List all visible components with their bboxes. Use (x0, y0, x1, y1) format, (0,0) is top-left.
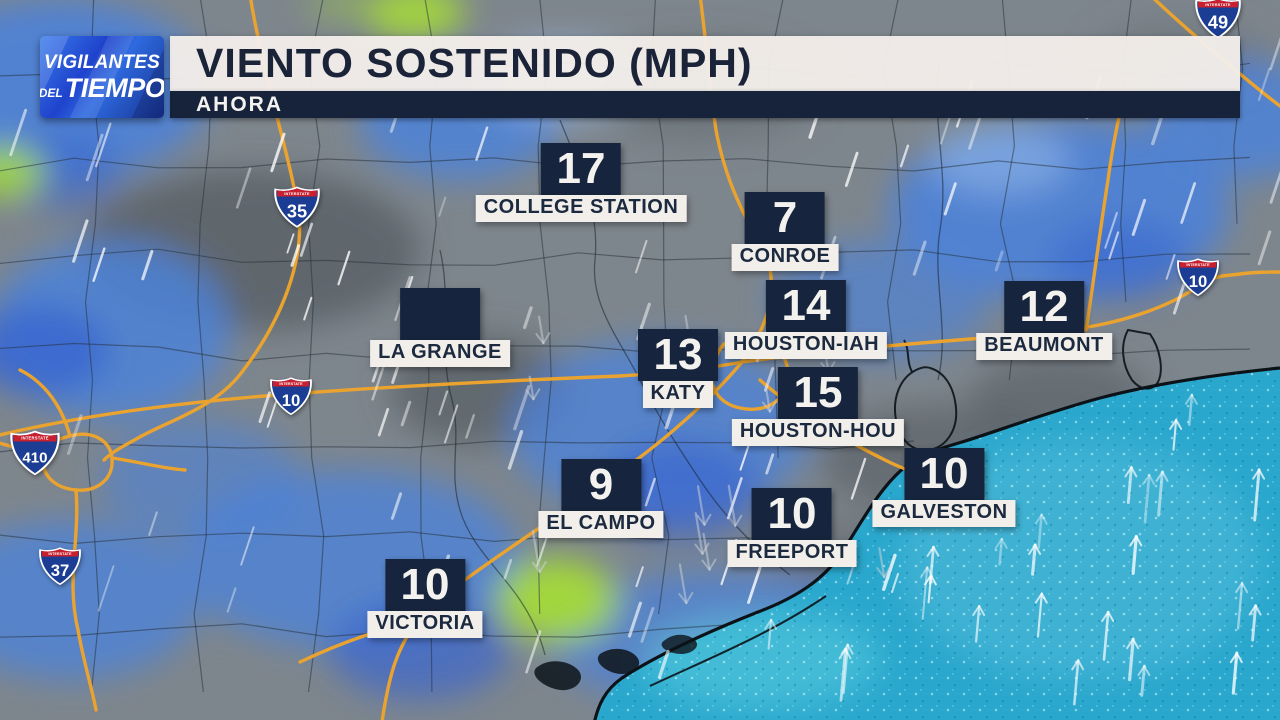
coastline (593, 366, 1280, 720)
station-label: CONROE (731, 244, 839, 271)
station-label: LA GRANGE (370, 340, 510, 367)
station-victoria: 10 VICTORIA (367, 559, 483, 638)
station-label: VICTORIA (367, 611, 483, 638)
route-number: 37 (51, 561, 70, 580)
interstate-caption: INTERSTATE (21, 436, 48, 441)
station-college-station: 17 COLLEGE STATION (475, 143, 687, 222)
logo-line1: VIGILANTES (43, 51, 160, 73)
wind-value: 10 (384, 559, 465, 611)
wind-value: 13 (638, 329, 718, 381)
station-galveston: 10 GALVESTON (872, 448, 1016, 527)
route-number: 410 (22, 449, 47, 466)
station-label: COLLEGE STATION (475, 195, 687, 222)
logo-line2: DEL TIEMPO (40, 72, 164, 103)
station-conroe: 7 CONROE (731, 192, 839, 271)
logo-del: DEL (40, 85, 63, 100)
station-label: BEAUMONT (976, 333, 1112, 360)
wind-value: 14 (766, 280, 846, 332)
route-number: 10 (282, 391, 301, 410)
header-subtitle: AHORA (196, 92, 283, 116)
wind-value (399, 288, 480, 340)
wind-value: 7 (744, 192, 825, 244)
interstate-shield-49: INTERSTATE 49 (1194, 0, 1242, 40)
station-label: GALVESTON (872, 500, 1016, 527)
interstate-caption: INTERSTATE (279, 382, 303, 386)
wind-value: 17 (541, 143, 621, 195)
interstate-caption: INTERSTATE (1205, 3, 1231, 7)
route-number: 35 (287, 201, 307, 222)
header-subtitle-bar: AHORA (170, 91, 1240, 118)
wind-value: 10 (752, 488, 832, 540)
wind-value: 12 (1003, 281, 1084, 333)
page-title: VIENTO SOSTENIDO (MPH) (196, 40, 753, 86)
station-label: FREEPORT (727, 540, 857, 567)
interstate-caption: INTERSTATE (48, 552, 72, 556)
station-label: EL CAMPO (538, 511, 664, 538)
interstate-shield-35: INTERSTATE 35 (273, 185, 321, 229)
station-katy: 13 KATY (638, 329, 718, 408)
station-la-grange: LA GRANGE (370, 288, 510, 367)
interstate-caption: INTERSTATE (284, 192, 310, 196)
station-el-campo: 9 EL CAMPO (538, 459, 664, 538)
station-houston-hou: 15 HOUSTON-HOU (731, 367, 905, 446)
interstate-shield-10-west: INTERSTATE 10 (269, 376, 313, 416)
vigilantes-del-tiempo-logo: VIGILANTES DEL TIEMPO (40, 36, 164, 118)
interstate-shield-410: INTERSTATE 410 (9, 429, 61, 477)
station-label: HOUSTON-HOU (731, 419, 905, 446)
station-beaumont: 12 BEAUMONT (976, 281, 1112, 360)
station-label: KATY (642, 381, 714, 408)
station-label: HOUSTON-IAH (724, 332, 888, 359)
interstate-caption: INTERSTATE (1186, 263, 1210, 267)
interstate-shield-37: INTERSTATE 37 (38, 546, 82, 586)
wind-value: 15 (778, 367, 858, 419)
route-number: 49 (1208, 12, 1228, 33)
interstate-shield-10-east: INTERSTATE 10 (1176, 257, 1220, 297)
station-freeport: 10 FREEPORT (727, 488, 857, 567)
logo-tiempo: TIEMPO (64, 72, 164, 103)
route-number: 10 (1189, 272, 1208, 291)
station-houston-iah: 14 HOUSTON-IAH (724, 280, 888, 359)
header-bar: VIENTO SOSTENIDO (MPH) (170, 36, 1240, 91)
wind-value: 9 (560, 459, 641, 511)
wind-value: 10 (903, 448, 984, 500)
